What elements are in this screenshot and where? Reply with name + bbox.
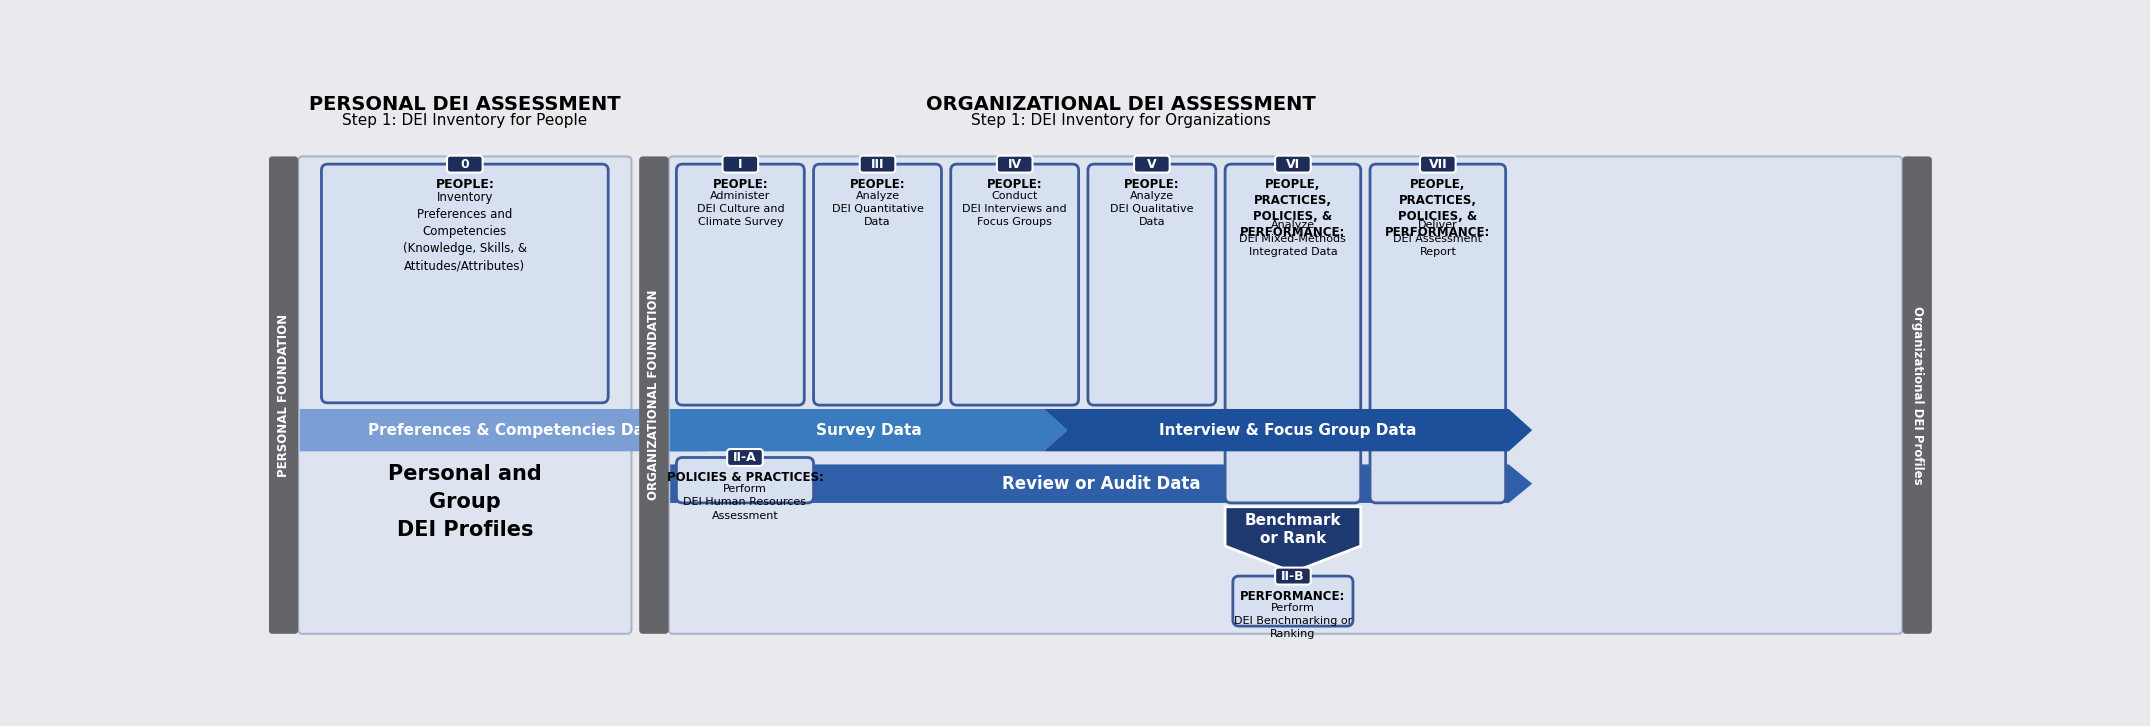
FancyBboxPatch shape	[1226, 164, 1361, 503]
FancyBboxPatch shape	[1419, 155, 1456, 173]
Text: Preferences & Competencies Data: Preferences & Competencies Data	[368, 423, 662, 438]
Text: PEOPLE:: PEOPLE:	[436, 178, 495, 191]
Polygon shape	[1226, 507, 1361, 572]
FancyBboxPatch shape	[1133, 155, 1170, 173]
Text: Inventory
Preferences and
Competencies
(Knowledge, Skills, &
Attitudes/Attribute: Inventory Preferences and Competencies (…	[402, 192, 527, 272]
Text: PEOPLE:: PEOPLE:	[849, 178, 905, 191]
Polygon shape	[299, 409, 731, 452]
Text: Step 1: DEI Inventory for People: Step 1: DEI Inventory for People	[342, 113, 587, 129]
Text: Review or Audit Data: Review or Audit Data	[1002, 475, 1200, 493]
Text: Benchmark
or Rank: Benchmark or Rank	[1245, 513, 1342, 547]
FancyBboxPatch shape	[727, 449, 763, 466]
Text: Interview & Focus Group Data: Interview & Focus Group Data	[1159, 423, 1417, 438]
FancyBboxPatch shape	[1275, 568, 1312, 584]
FancyBboxPatch shape	[1370, 164, 1505, 503]
Polygon shape	[671, 409, 1066, 452]
Text: PEOPLE:: PEOPLE:	[712, 178, 768, 191]
FancyBboxPatch shape	[722, 155, 759, 173]
Text: PEOPLE,
PRACTICES,
POLICIES, &
PERFORMANCE:: PEOPLE, PRACTICES, POLICIES, & PERFORMAN…	[1385, 178, 1490, 239]
Text: II-A: II-A	[733, 451, 757, 464]
FancyBboxPatch shape	[1088, 164, 1215, 405]
Text: VII: VII	[1428, 158, 1447, 171]
Text: Step 1: DEI Inventory for Organizations: Step 1: DEI Inventory for Organizations	[972, 113, 1271, 129]
Text: 0: 0	[460, 158, 469, 171]
FancyBboxPatch shape	[639, 156, 669, 634]
Text: PERSONAL FOUNDATION: PERSONAL FOUNDATION	[277, 314, 290, 477]
Text: II-B: II-B	[1281, 570, 1305, 582]
Text: Analyze
DEI Quantitative
Data: Analyze DEI Quantitative Data	[832, 191, 924, 227]
Text: Perform
DEI Benchmarking or
Ranking: Perform DEI Benchmarking or Ranking	[1234, 603, 1352, 639]
FancyBboxPatch shape	[998, 155, 1032, 173]
FancyBboxPatch shape	[677, 164, 804, 405]
Text: ORGANIZATIONAL DEI ASSESSMENT: ORGANIZATIONAL DEI ASSESSMENT	[927, 95, 1316, 114]
FancyBboxPatch shape	[950, 164, 1079, 405]
Text: Analyze
DEI Mixed-Methods
Integrated Data: Analyze DEI Mixed-Methods Integrated Dat…	[1241, 220, 1346, 257]
FancyBboxPatch shape	[269, 156, 299, 634]
Text: PEOPLE:: PEOPLE:	[1124, 178, 1180, 191]
Text: V: V	[1148, 158, 1157, 171]
Text: Conduct
DEI Interviews and
Focus Groups: Conduct DEI Interviews and Focus Groups	[963, 191, 1066, 227]
FancyBboxPatch shape	[669, 156, 1903, 634]
FancyBboxPatch shape	[677, 457, 813, 503]
Text: PEOPLE,
PRACTICES,
POLICIES, &
PERFORMANCE:: PEOPLE, PRACTICES, POLICIES, & PERFORMAN…	[1241, 178, 1346, 239]
Text: PERFORMANCE:: PERFORMANCE:	[1241, 590, 1346, 603]
FancyBboxPatch shape	[322, 164, 608, 403]
FancyBboxPatch shape	[1903, 156, 1933, 634]
Text: Analyze
DEI Qualitative
Data: Analyze DEI Qualitative Data	[1109, 191, 1193, 227]
Text: POLICIES & PRACTICES:: POLICIES & PRACTICES:	[666, 471, 823, 484]
FancyBboxPatch shape	[813, 164, 942, 405]
FancyBboxPatch shape	[299, 156, 632, 634]
Text: Survey Data: Survey Data	[815, 423, 922, 438]
Text: Deliver
DEI Assessment
Report: Deliver DEI Assessment Report	[1393, 220, 1481, 257]
Text: Perform
DEI Human Resources
Assessment: Perform DEI Human Resources Assessment	[684, 484, 806, 521]
Text: PERSONAL DEI ASSESSMENT: PERSONAL DEI ASSESSMENT	[310, 95, 621, 114]
FancyBboxPatch shape	[447, 155, 482, 173]
Text: IV: IV	[1008, 158, 1021, 171]
FancyBboxPatch shape	[1275, 155, 1312, 173]
Text: Administer
DEI Culture and
Climate Survey: Administer DEI Culture and Climate Surve…	[697, 191, 785, 227]
Text: Personal and
Group
DEI Profiles: Personal and Group DEI Profiles	[387, 465, 542, 540]
Text: Organizational DEI Profiles: Organizational DEI Profiles	[1911, 306, 1924, 484]
Text: III: III	[871, 158, 884, 171]
Polygon shape	[671, 465, 1533, 503]
FancyBboxPatch shape	[1232, 576, 1352, 626]
FancyBboxPatch shape	[860, 155, 894, 173]
Text: PEOPLE:: PEOPLE:	[987, 178, 1043, 191]
Polygon shape	[1043, 409, 1533, 452]
Text: ORGANIZATIONAL FOUNDATION: ORGANIZATIONAL FOUNDATION	[647, 290, 660, 500]
Text: I: I	[737, 158, 742, 171]
Text: VI: VI	[1286, 158, 1301, 171]
